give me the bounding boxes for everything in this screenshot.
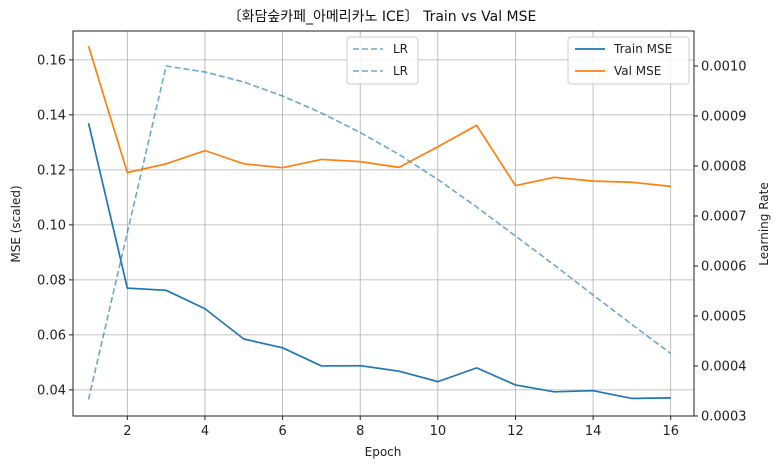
- x-tick-label: 12: [507, 424, 524, 439]
- y-axis-right: 0.0003 0.0004 0.0005 0.0006 0.0007 0.0008 0.00…: [694, 60, 747, 425]
- y-tick-label: 0.08: [37, 273, 66, 288]
- y2-tick-label: 0.0003: [701, 410, 747, 425]
- x-tick-label: 2: [123, 424, 131, 439]
- y-axis-label: MSE (scaled): [9, 185, 23, 262]
- series-line-val-mse: [87, 45, 671, 188]
- x-tick-label: 4: [201, 424, 209, 439]
- plot-frame: [72, 30, 695, 417]
- legend-lr: LR LR: [346, 36, 419, 85]
- y-axis-left: 0.04 0.06 0.08 0.10 0.12 0.14 0.16: [37, 53, 73, 398]
- y2-tick-label: 0.0005: [701, 310, 747, 325]
- x-tick-label: 10: [430, 424, 447, 439]
- x-tick-label: 6: [278, 424, 286, 439]
- legend-val-label: Val MSE: [614, 64, 661, 78]
- y2-tick-label: 0.0006: [701, 260, 747, 275]
- plot-area: [87, 45, 672, 400]
- y2-tick-label: 0.0010: [701, 60, 747, 75]
- y-tick-label: 0.04: [37, 383, 66, 398]
- y2-tick-label: 0.0007: [701, 210, 747, 225]
- y-tick-label: 0.06: [37, 328, 66, 343]
- y-tick-label: 0.12: [37, 163, 66, 178]
- x-tick-label: 14: [585, 424, 602, 439]
- legend-lr-label-2: LR: [393, 64, 408, 78]
- legend-lr-label-1: LR: [393, 42, 408, 56]
- x-tick-label: 16: [662, 424, 679, 439]
- legend-train-label: Train MSE: [613, 42, 672, 56]
- y2-tick-label: 0.0004: [701, 360, 747, 375]
- series-line-train-mse: [87, 122, 671, 400]
- y2-tick-label: 0.0009: [701, 110, 747, 125]
- x-axis: 2 4 6 8 10 12 14 16: [123, 416, 679, 439]
- series-line-lr: [87, 65, 672, 400]
- y2-axis-label: Learning Rate: [757, 182, 771, 265]
- y-tick-label: 0.14: [37, 108, 66, 123]
- x-tick-label: 8: [356, 424, 364, 439]
- chart-title: 〔화담숲카페_아메리카노 ICE〕 Train vs Val MSE: [228, 9, 537, 25]
- y-tick-label: 0.10: [37, 218, 66, 233]
- y-tick-label: 0.16: [37, 53, 66, 68]
- legend-mse: Train MSE Val MSE: [567, 36, 690, 85]
- x-axis-label: Epoch: [365, 445, 402, 459]
- y2-tick-label: 0.0008: [701, 160, 747, 175]
